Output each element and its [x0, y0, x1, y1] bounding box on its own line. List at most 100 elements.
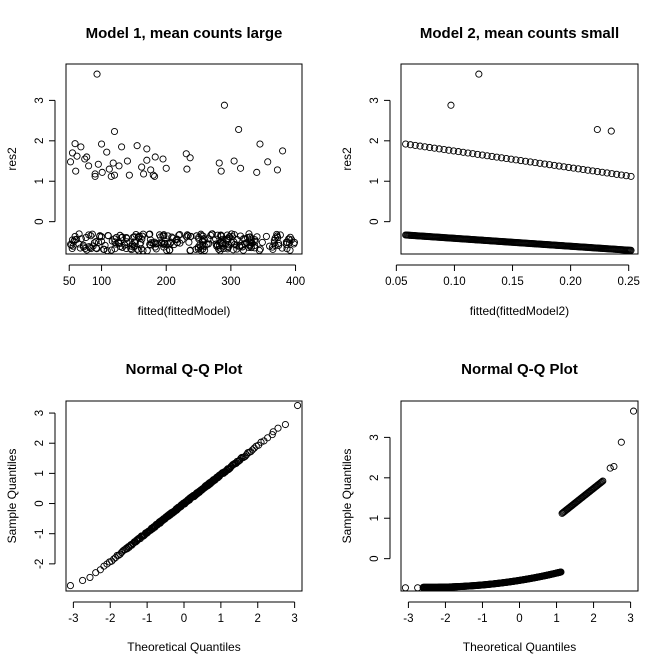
- data-point: [274, 233, 282, 242]
- data-point: [574, 165, 582, 173]
- data-point: [454, 148, 462, 156]
- data-point: [110, 171, 119, 179]
- plot-frame: [400, 63, 639, 255]
- data-point: [185, 238, 193, 246]
- x-axis-label: Theoretical Quantiles: [463, 640, 576, 654]
- x-tick-label: 50: [63, 276, 76, 288]
- data-point: [565, 163, 573, 171]
- data-point: [109, 159, 117, 167]
- data-point: [278, 244, 286, 252]
- data-point: [233, 245, 241, 253]
- x-tick-label: -1: [477, 613, 487, 625]
- x-tick-label: 100: [92, 276, 111, 288]
- data-point: [274, 424, 282, 432]
- data-point: [207, 231, 215, 239]
- data-point: [123, 157, 131, 165]
- data-point: [94, 160, 102, 168]
- data-point: [406, 141, 414, 149]
- data-point: [183, 165, 191, 173]
- data-point: [531, 159, 539, 167]
- data-point: [440, 145, 448, 154]
- data-point: [98, 140, 106, 148]
- data-point: [526, 158, 534, 166]
- data-point: [536, 159, 544, 167]
- data-point: [469, 150, 477, 158]
- data-point: [118, 143, 126, 151]
- data-point: [146, 241, 155, 249]
- data-point: [76, 244, 84, 252]
- data-point: [521, 157, 530, 165]
- y-tick-label: 3: [369, 97, 381, 103]
- data-point: [139, 247, 147, 255]
- data-point: [107, 172, 115, 180]
- data-point: [175, 231, 183, 239]
- data-point: [151, 153, 159, 161]
- data-point: [217, 167, 225, 175]
- x-tick-label: 200: [157, 276, 176, 288]
- data-point: [517, 157, 525, 165]
- data-point: [151, 243, 159, 251]
- data-point: [630, 407, 638, 415]
- x-tick-label: 300: [221, 276, 240, 288]
- data-point: [598, 168, 606, 176]
- data-point: [67, 240, 75, 248]
- data-point: [498, 154, 506, 162]
- data-point: [230, 157, 238, 165]
- data-point: [617, 171, 625, 179]
- y-tick-label: 0: [34, 500, 46, 506]
- x-tick-label: 3: [291, 613, 297, 625]
- data-point: [238, 241, 246, 249]
- data-point: [79, 576, 87, 584]
- x-axis-label: fitted(fittedModel): [138, 304, 231, 318]
- data-point: [77, 235, 85, 243]
- data-point: [579, 165, 587, 174]
- data-point: [116, 239, 124, 248]
- data-point: [617, 438, 625, 446]
- data-point: [83, 153, 91, 161]
- data-point: [143, 156, 151, 164]
- data-point: [599, 477, 607, 485]
- data-point: [627, 246, 635, 254]
- data-point: [608, 170, 616, 178]
- data-point: [421, 143, 429, 151]
- data-point: [271, 241, 279, 249]
- data-point: [233, 235, 241, 243]
- data-point: [104, 231, 112, 240]
- data-point: [143, 145, 151, 153]
- data-point: [241, 452, 249, 460]
- data-point: [110, 127, 119, 136]
- chart-title: Normal Q-Q Plot: [126, 361, 243, 378]
- data-point: [91, 172, 99, 180]
- data-point: [589, 167, 597, 175]
- y-tick-label: -2: [34, 559, 46, 569]
- data-point: [627, 172, 635, 180]
- data-point: [201, 246, 209, 254]
- data-point: [186, 247, 194, 255]
- data-point: [121, 241, 129, 249]
- data-point: [108, 557, 116, 565]
- data-point: [133, 142, 141, 150]
- data-point: [138, 163, 146, 171]
- data-point: [603, 169, 611, 177]
- data-point: [99, 245, 108, 253]
- data-point: [72, 167, 80, 175]
- data-point: [459, 148, 467, 156]
- data-point: [215, 245, 223, 253]
- data-point: [273, 166, 281, 174]
- data-point: [165, 246, 174, 254]
- data-point: [149, 171, 157, 179]
- data-point: [82, 233, 90, 242]
- data-point: [122, 233, 130, 242]
- data-point: [502, 154, 510, 163]
- data-point: [71, 232, 79, 240]
- y-tick-label: 2: [34, 440, 46, 446]
- data-point: [610, 462, 618, 471]
- data-point: [208, 230, 216, 238]
- data-point: [598, 478, 606, 486]
- data-point: [105, 165, 113, 173]
- x-tick-label: -1: [142, 613, 152, 625]
- data-point: [157, 233, 165, 241]
- data-point: [235, 125, 243, 134]
- data-point: [402, 140, 410, 148]
- data-point: [131, 239, 139, 247]
